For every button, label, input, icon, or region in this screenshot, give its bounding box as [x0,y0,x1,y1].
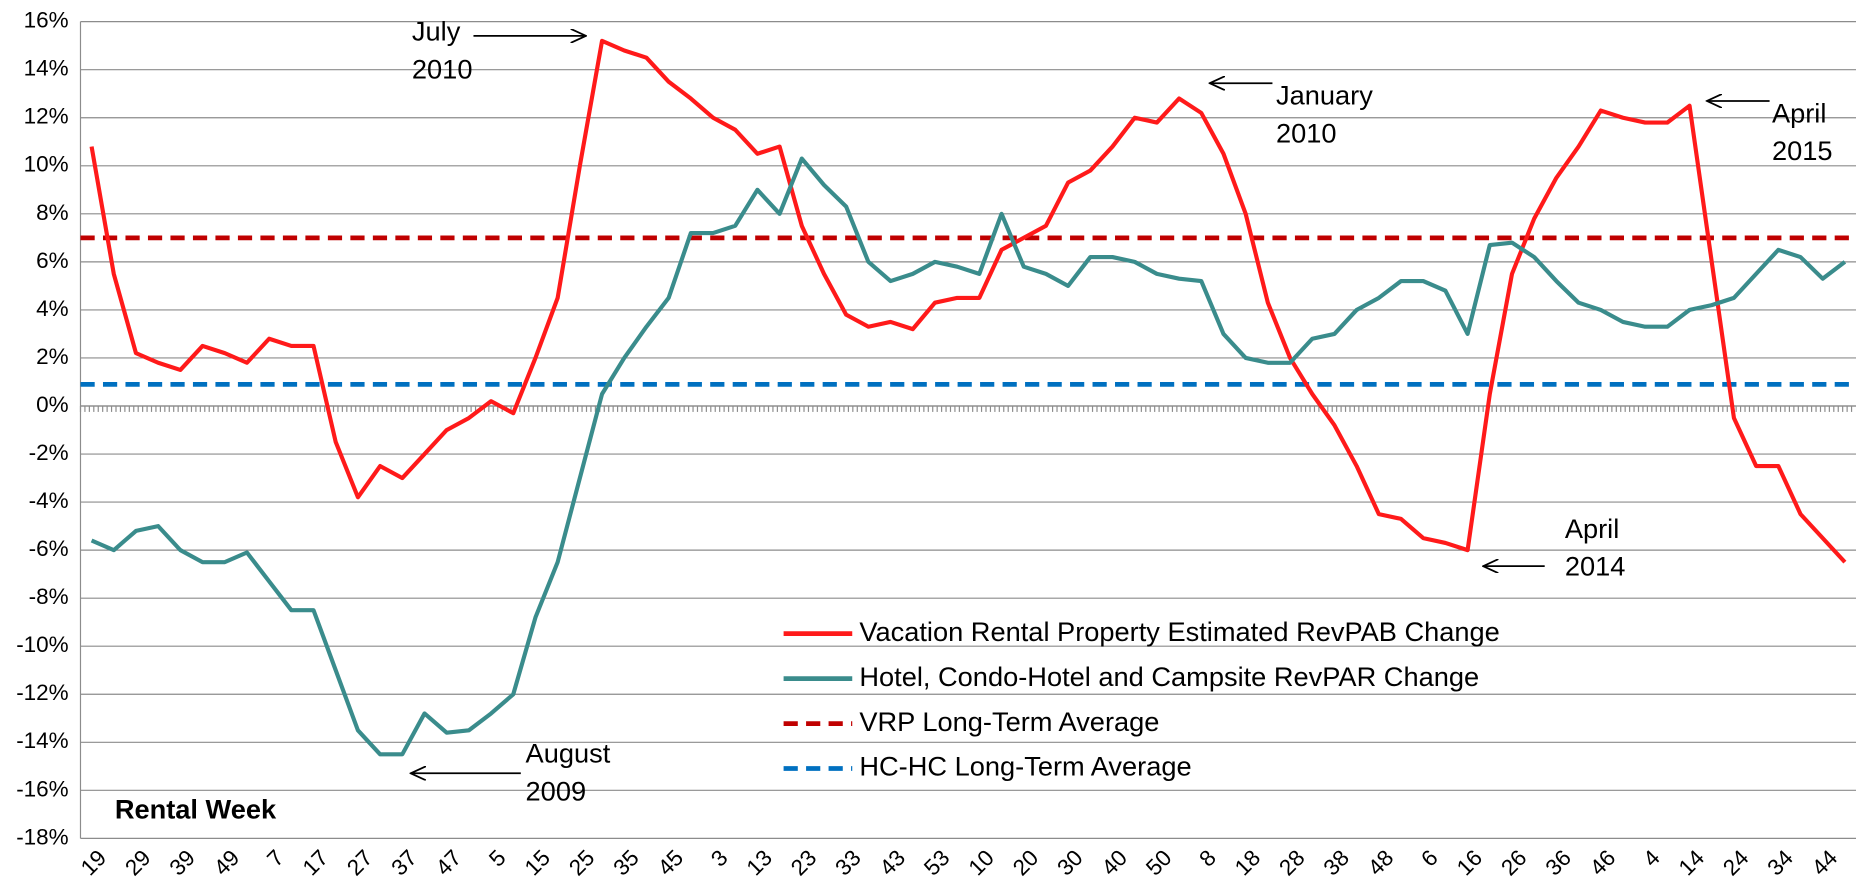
x-tick-label: 15 [520,845,555,880]
legend-label: Hotel, Condo-Hotel and Campsite RevPAR C… [859,661,1479,692]
x-tick-label: 25 [564,845,599,880]
x-tick-label: 30 [1052,845,1087,880]
x-tick-label: 23 [786,845,821,880]
x-tick-label: 34 [1763,845,1798,880]
x-tick-label: 45 [653,845,688,880]
annotation-text: April [1565,513,1619,544]
y-tick-label: -16% [16,776,68,801]
x-tick-label: 35 [608,845,643,880]
x-tick-label: 3 [706,845,733,872]
legend: Vacation Rental Property Estimated RevPA… [783,616,1500,782]
y-tick-label: 8% [36,200,68,225]
x-tick-label: 19 [76,845,111,880]
x-tick-label: 48 [1363,845,1398,880]
x-tick-label: 39 [165,845,200,880]
annotation-text: 2009 [526,776,587,807]
annotation-text: 2014 [1565,551,1626,582]
legend-label: Vacation Rental Property Estimated RevPA… [859,616,1499,647]
x-tick-label: 50 [1141,845,1176,880]
legend-label: VRP Long-Term Average [859,706,1159,737]
x-tick-label: 20 [1008,845,1043,880]
x-tick-label: 49 [209,845,244,880]
x-axis-title: Rental Week [115,793,277,824]
y-tick-label: -12% [16,680,68,705]
series-line [89,38,1847,564]
annotation-text: August [526,738,611,769]
x-tick-label: 8 [1194,845,1221,872]
x-tick-label: 14 [1674,845,1709,880]
x-tick-label: 16 [1452,845,1487,880]
x-tick-label: 4 [1638,845,1665,872]
y-tick-label: 10% [24,152,69,177]
x-tick-label: 5 [484,845,511,872]
annotation-text: July [412,16,461,47]
x-tick-label: 36 [1541,845,1576,880]
legend-label: HC-HC Long-Term Average [859,751,1191,782]
x-tick-label: 40 [1097,845,1132,880]
x-tick-label: 29 [120,845,155,880]
x-tick-label: 33 [830,845,865,880]
y-tick-label: 16% [24,8,69,33]
x-tick-label: 18 [1230,845,1265,880]
annotation-text: 2010 [412,54,473,85]
y-tick-label: -10% [16,632,68,657]
y-tick-label: -8% [29,584,69,609]
x-tick-label: 6 [1416,845,1443,872]
y-tick-label: -18% [16,824,68,849]
y-tick-label: 2% [36,344,68,369]
y-tick-label: 6% [36,248,68,273]
series-line [90,156,1847,757]
x-tick-label: 10 [964,845,999,880]
y-tick-label: 4% [36,296,68,321]
x-tick-label: 44 [1807,845,1842,880]
annotation-text: 2010 [1276,117,1337,148]
x-tick-label: 37 [387,845,422,880]
x-tick-label: 46 [1585,845,1620,880]
x-tick-label: 43 [875,845,910,880]
x-tick-label: 38 [1319,845,1354,880]
x-tick-label: 24 [1718,845,1753,880]
x-tick-label: 26 [1496,845,1531,880]
annotation-text: January [1276,80,1373,111]
y-tick-label: -4% [29,488,69,513]
y-tick-label: 0% [36,392,68,417]
annotation-text: April [1772,97,1826,128]
x-tick-label: 13 [742,845,777,880]
y-tick-label: -2% [29,440,69,465]
y-tick-label: 12% [24,104,69,129]
x-tick-label: 17 [298,845,333,880]
x-tick-label: 28 [1274,845,1309,880]
x-tick-label: 47 [431,845,466,880]
y-tick-label: -14% [16,728,68,753]
y-tick-label: -6% [29,536,69,561]
x-tick-label: 7 [262,845,289,872]
y-tick-label: 14% [24,56,69,81]
x-tick-label: 27 [342,845,377,880]
x-tick-label: 53 [919,845,954,880]
annotation-text: 2015 [1772,135,1833,166]
